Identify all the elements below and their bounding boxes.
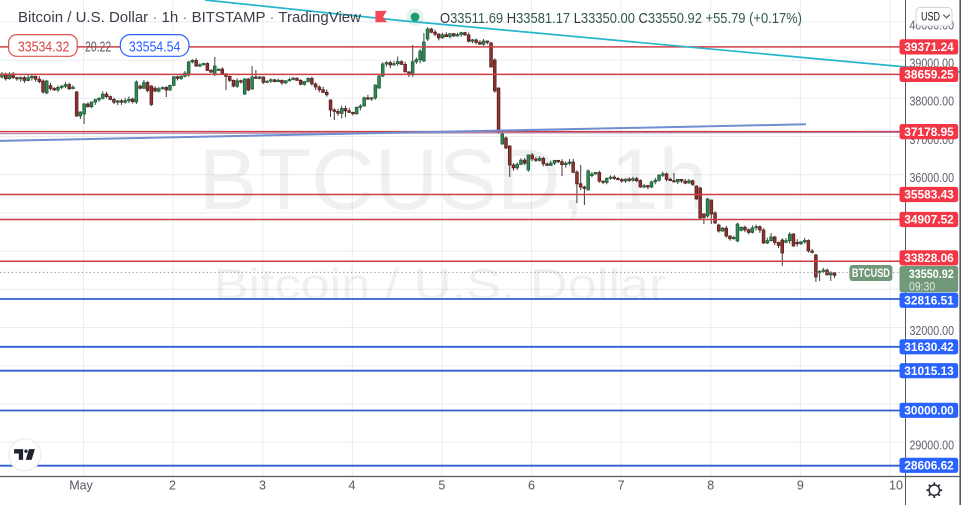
svg-text:34907.52: 34907.52	[904, 213, 954, 227]
svg-text:8: 8	[707, 479, 714, 493]
svg-text:28606.62: 28606.62	[904, 459, 954, 473]
svg-text:31015.13: 31015.13	[904, 364, 954, 378]
svg-text:5: 5	[438, 479, 445, 493]
svg-text:9: 9	[797, 479, 804, 493]
svg-text:33828.06: 33828.06	[904, 251, 954, 265]
svg-text:6: 6	[528, 479, 535, 493]
svg-text:O33511.69 H33581.17 L33350.00: O33511.69 H33581.17 L33350.00 C33550.92 …	[440, 11, 802, 27]
svg-text:33554.54: 33554.54	[129, 40, 181, 56]
svg-text:20.22: 20.22	[85, 40, 111, 56]
svg-text:39371.24: 39371.24	[904, 40, 954, 54]
svg-text:35583.43: 35583.43	[904, 188, 954, 202]
svg-text:36000.00: 36000.00	[910, 171, 955, 185]
svg-text:BTCUSD, 1h: BTCUSD, 1h	[199, 132, 708, 228]
svg-text:33534.32: 33534.32	[18, 40, 70, 56]
svg-text:Bitcoin / U.S. Dollar: Bitcoin / U.S. Dollar	[214, 260, 667, 309]
svg-text:32816.51: 32816.51	[904, 294, 954, 308]
svg-text:Bitcoin / U.S. Dollar · 1h · B: Bitcoin / U.S. Dollar · 1h · BITSTAMP · …	[18, 9, 361, 26]
svg-text:37178.95: 37178.95	[904, 125, 954, 139]
svg-text:3: 3	[259, 479, 266, 493]
svg-text:4: 4	[349, 479, 356, 493]
svg-text:09:30: 09:30	[909, 280, 935, 294]
svg-text:May: May	[69, 479, 93, 493]
svg-text:32000.00: 32000.00	[910, 324, 955, 338]
svg-text:2: 2	[169, 479, 176, 493]
svg-text:38659.25: 38659.25	[904, 68, 954, 82]
svg-text:33550.92: 33550.92	[909, 267, 954, 281]
svg-text:7: 7	[618, 479, 625, 493]
svg-text:10: 10	[889, 479, 903, 493]
svg-text:30000.00: 30000.00	[904, 404, 954, 418]
svg-text:31630.42: 31630.42	[904, 340, 954, 354]
svg-text:BTCUSD: BTCUSD	[852, 266, 890, 280]
svg-text:38000.00: 38000.00	[910, 95, 955, 109]
svg-text:29000.00: 29000.00	[910, 439, 955, 453]
svg-text:USD: USD	[921, 10, 940, 24]
